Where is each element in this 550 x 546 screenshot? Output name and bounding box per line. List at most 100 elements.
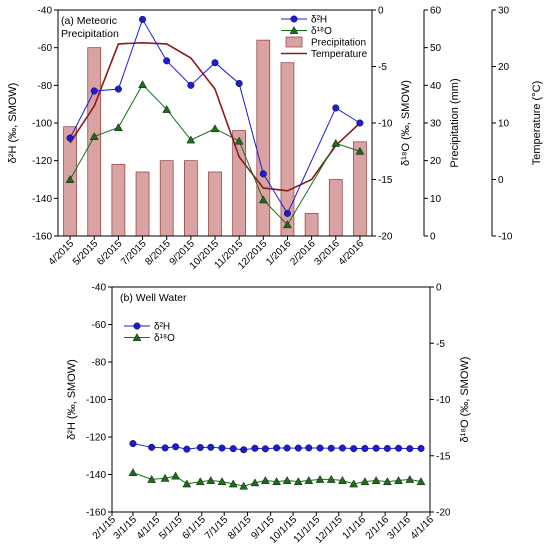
legend-marker (133, 322, 141, 330)
d18o-point (160, 473, 170, 482)
d2h-point (261, 445, 269, 453)
d2h-point (148, 443, 156, 451)
precipitation-bar (208, 171, 222, 237)
d2h-point (218, 444, 226, 452)
x-tick-label: 4/2016 (337, 238, 367, 268)
left-axis-tick-label: -40 (38, 6, 53, 17)
d2h-point (229, 445, 237, 453)
left-axis-tick-label: -160 (86, 508, 106, 519)
x-tick-label: 5/1/15 (157, 514, 185, 542)
d2h-point (406, 445, 414, 453)
d18o-point (331, 138, 341, 147)
d2h-point (327, 444, 335, 452)
d18o-point (206, 476, 216, 484)
legend-label: δ¹⁸O (154, 333, 175, 344)
d2h-point (235, 79, 243, 87)
x-tick-label: 8/2015 (143, 238, 173, 268)
d2h-point (161, 444, 169, 452)
d2h-point (240, 446, 248, 454)
precip-axis-tick-label: 0 (430, 232, 436, 243)
x-tick-label: 2/1/16 (364, 514, 392, 542)
o18-axis-tick-label: 0 (436, 283, 442, 294)
legend-d18o-label: δ¹⁸O (311, 26, 332, 37)
d2h-point (114, 85, 122, 93)
d2h-point (183, 445, 191, 453)
d2h-point (66, 134, 74, 142)
d2h-point (187, 81, 195, 89)
o18-axis-tick-label: -10 (436, 395, 451, 406)
d2h-point (350, 445, 358, 453)
d18o-point (147, 474, 156, 483)
d2h-point (383, 444, 391, 452)
x-tick-label: 7/2015 (119, 238, 149, 268)
x-tick-label: 6/1/15 (180, 514, 208, 542)
left-axis-tick-label: -120 (32, 156, 52, 167)
d18o-point (283, 220, 292, 229)
d18o-point (186, 135, 196, 144)
d18o-point (250, 478, 260, 487)
d18o-point (355, 146, 365, 155)
legend-marker (132, 333, 142, 341)
d2h-point (251, 444, 259, 452)
temp-axis-tick-label: 20 (498, 62, 510, 73)
precipitation-bar (256, 39, 271, 237)
left-axis-title: δ²H (‰, SMOW) (7, 83, 19, 164)
temp-axis-tick-label: 10 (498, 119, 510, 130)
o18-axis-tick-label: -20 (378, 232, 393, 243)
precipitation-bar (353, 141, 367, 237)
d2h-point (259, 170, 267, 178)
panel-label-line2: Precipitation (61, 28, 119, 40)
left-axis-tick-label: -100 (86, 395, 106, 406)
d2h-point (356, 119, 364, 127)
d2h-point (361, 444, 369, 452)
d2h-point (305, 444, 313, 452)
precip-axis-tick-label: 40 (430, 81, 442, 92)
o18-axis-tick-label: -15 (378, 175, 393, 186)
d2h-point (283, 209, 291, 217)
d2h-point (338, 444, 346, 452)
left-axis-tick-label: -80 (92, 358, 107, 369)
d18o-point (293, 477, 303, 486)
precipitation-bar (87, 47, 102, 237)
d18o-point (89, 132, 99, 140)
precip-axis-tick-label: 50 (430, 43, 442, 54)
d2h-line (69, 18, 361, 215)
precipitation-bar (135, 171, 150, 237)
x-tick-label: 3/1/15 (112, 514, 140, 542)
precip-axis-tick-label: 10 (430, 194, 442, 205)
x-tick-label: 3/2016 (312, 238, 342, 268)
d2h-point (332, 104, 340, 112)
temperature-line (69, 41, 361, 192)
panel-label: (b) Well Water (120, 292, 187, 304)
d2h-point (283, 444, 291, 452)
o18-axis-tick-label: 0 (378, 6, 384, 17)
temp-axis-tick-label: 30 (498, 6, 510, 17)
legend-d2h-marker (290, 15, 298, 23)
x-tick-label: 5/2015 (71, 238, 101, 268)
o18-axis-tick-label: -5 (436, 339, 445, 350)
x-tick-label: 1/2016 (264, 238, 294, 268)
left-axis-tick-label: -60 (92, 320, 107, 331)
x-tick-label: 4/1/15 (135, 514, 163, 542)
x-tick-label: 1/1/16 (341, 514, 369, 542)
d18o-point (234, 136, 244, 145)
o18-axis-title: δ¹⁸O (‰, SMOW) (459, 357, 471, 443)
o18-axis-title: δ¹⁸O (‰, SMOW) (400, 80, 412, 166)
d18o-point (138, 80, 147, 88)
left-axis-tick-label: -140 (32, 194, 52, 205)
o18-axis-tick-label: -20 (436, 508, 451, 519)
d18o-point (394, 476, 403, 484)
precipitation-bar (183, 160, 198, 237)
d18o-point (304, 476, 314, 484)
left-axis-tick-label: -160 (32, 232, 52, 243)
d18o-point (128, 468, 138, 477)
precip-axis-tick-label: 60 (430, 6, 442, 17)
d18o-point (162, 105, 172, 113)
d18o-point (239, 481, 249, 490)
d2h-point (196, 444, 204, 452)
left-axis-tick-label: -60 (38, 43, 53, 54)
precip-axis-title: Precipitation (mm) (449, 78, 461, 167)
d18o-point (65, 175, 75, 183)
